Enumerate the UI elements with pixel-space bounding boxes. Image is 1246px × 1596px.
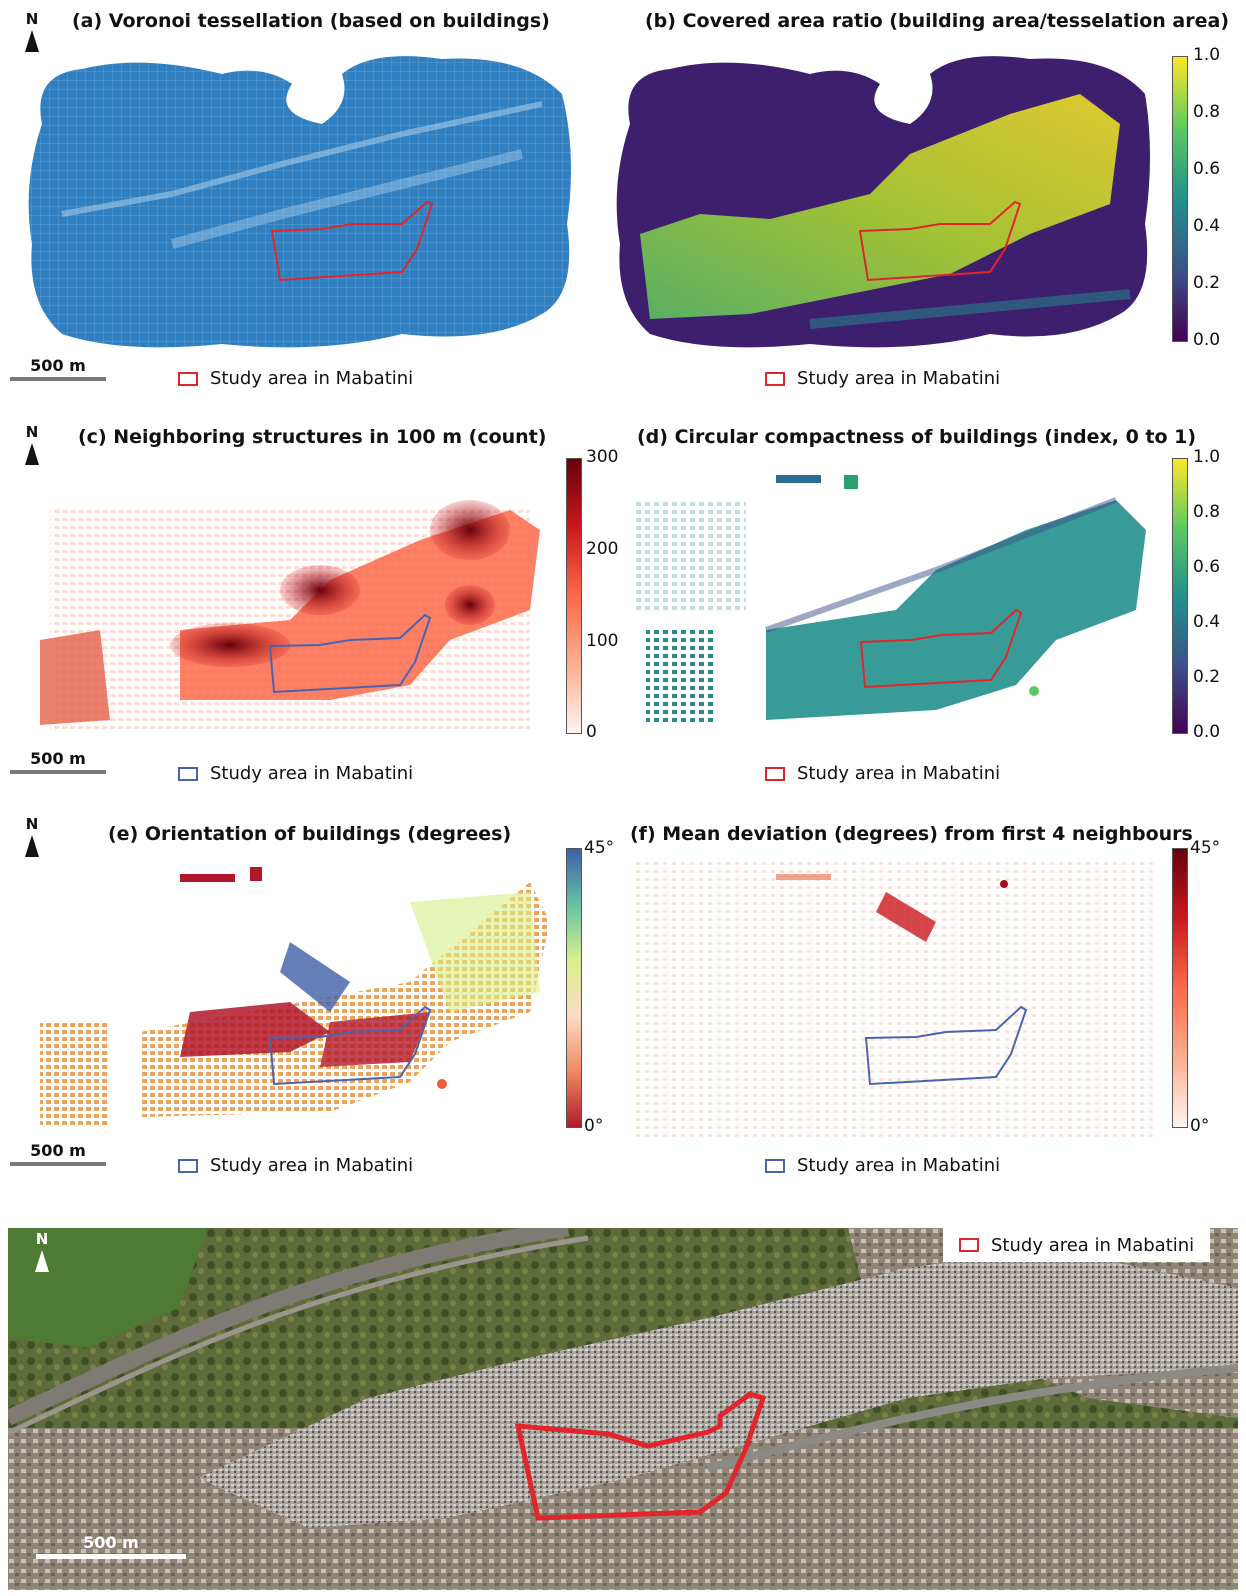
tick-c-3: 0 bbox=[586, 722, 597, 742]
tick-f-0: 45° bbox=[1190, 838, 1221, 858]
legend-d: Study area in Mabatini bbox=[765, 763, 1000, 784]
study-area-outline bbox=[514, 1391, 767, 1521]
colorbar-d bbox=[1172, 458, 1188, 734]
colorbar-e bbox=[566, 848, 582, 1128]
satellite-scene bbox=[8, 1228, 1238, 1590]
panel-b-title: (b) Covered area ratio (building area/te… bbox=[645, 10, 1229, 32]
north-arrow-a: N bbox=[22, 10, 42, 52]
tick-e-1: 0° bbox=[584, 1116, 604, 1136]
voronoi-map-a bbox=[28, 56, 571, 348]
scale-bar-e: 500 m bbox=[10, 1141, 106, 1166]
panel-d-title: (d) Circular compactness of buildings (i… bbox=[637, 426, 1197, 448]
legend-e: Study area in Mabatini bbox=[178, 1155, 413, 1176]
tick-c-0: 300 bbox=[586, 447, 619, 467]
scale-bar-a: 500 m bbox=[10, 356, 106, 381]
tick-b-5: 0.0 bbox=[1193, 330, 1221, 350]
panel-f-title: (f) Mean deviation (degrees) from first … bbox=[630, 823, 1193, 845]
panel-e-title: (e) Orientation of buildings (degrees) bbox=[108, 823, 512, 845]
north-arrow-e: N bbox=[22, 815, 42, 857]
north-arrow-sat: N bbox=[32, 1230, 52, 1272]
tick-b-0: 1.0 bbox=[1193, 45, 1221, 65]
legend-a: Study area in Mabatini bbox=[178, 368, 413, 389]
tick-d-0: 1.0 bbox=[1193, 447, 1221, 467]
panel-a-title: (a) Voronoi tessellation (based on build… bbox=[72, 10, 550, 32]
tick-e-0: 45° bbox=[584, 838, 615, 858]
tick-b-3: 0.4 bbox=[1193, 216, 1221, 236]
tick-d-2: 0.6 bbox=[1193, 557, 1221, 577]
tick-d-1: 0.8 bbox=[1193, 502, 1221, 522]
tick-d-3: 0.4 bbox=[1193, 612, 1221, 632]
scale-bar-c: 500 m bbox=[10, 749, 106, 774]
tick-f-1: 0° bbox=[1190, 1116, 1210, 1136]
tick-b-4: 0.2 bbox=[1193, 273, 1221, 293]
compactness-map-d bbox=[636, 475, 1146, 725]
tick-c-1: 200 bbox=[586, 539, 619, 559]
tick-d-5: 0.0 bbox=[1193, 722, 1221, 742]
legend-b: Study area in Mabatini bbox=[765, 368, 1000, 389]
colorbar-b bbox=[1172, 56, 1188, 342]
legend-c: Study area in Mabatini bbox=[178, 763, 413, 784]
tick-b-1: 0.8 bbox=[1193, 102, 1221, 122]
neighbor-count-map-c bbox=[40, 500, 540, 730]
mean-deviation-map-f bbox=[636, 862, 1156, 1137]
panel-c-title: (c) Neighboring structures in 100 m (cou… bbox=[78, 426, 547, 448]
tick-d-4: 0.2 bbox=[1193, 667, 1221, 687]
orientation-map-e bbox=[40, 867, 550, 1127]
legend-f: Study area in Mabatini bbox=[765, 1155, 1000, 1176]
satellite-image: N 500 m Study area in Mabatini bbox=[8, 1228, 1238, 1590]
scale-bar-sat: 500 m bbox=[36, 1533, 186, 1559]
north-arrow-c: N bbox=[22, 423, 42, 465]
colorbar-c bbox=[566, 458, 582, 734]
covered-area-map-b bbox=[616, 56, 1150, 348]
legend-sat: Study area in Mabatini bbox=[943, 1228, 1211, 1262]
colorbar-f bbox=[1172, 848, 1188, 1128]
tick-c-2: 100 bbox=[586, 631, 619, 651]
tick-b-2: 0.6 bbox=[1193, 159, 1221, 179]
